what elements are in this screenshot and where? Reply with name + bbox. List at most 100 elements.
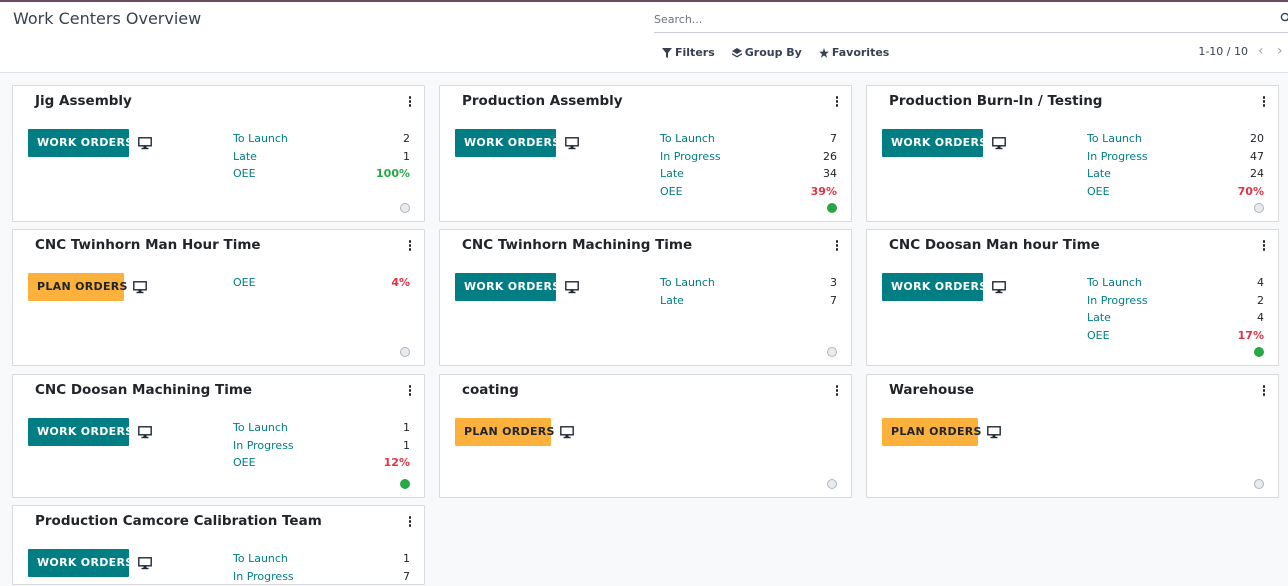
stat-label[interactable]: Late: [660, 293, 684, 311]
monitor-icon[interactable]: [133, 279, 147, 292]
monitor-icon[interactable]: [138, 135, 152, 148]
monitor-icon[interactable]: [138, 555, 152, 568]
kebab-menu-icon[interactable]: [408, 385, 412, 397]
workcenter-card[interactable]: CNC Doosan Machining Time WORK ORDERS To L…: [12, 374, 425, 498]
plan-orders-button[interactable]: PLAN ORDERS: [882, 418, 978, 446]
work-orders-button[interactable]: WORK ORDERS: [28, 549, 129, 577]
workcenter-card[interactable]: Production Assembly WORK ORDERS To Launch 7…: [439, 85, 852, 222]
kebab-menu-icon[interactable]: [1262, 96, 1266, 108]
work-orders-button[interactable]: WORK ORDERS: [28, 418, 129, 446]
card-title[interactable]: Production Camcore Calibration Team: [35, 513, 322, 529]
group-by-button[interactable]: Group By: [732, 46, 802, 59]
workcenter-card[interactable]: CNC Doosan Man hour Time WORK ORDERS To La…: [866, 229, 1279, 366]
monitor-icon[interactable]: [560, 424, 574, 437]
stat-label[interactable]: To Launch: [1087, 275, 1142, 293]
stat-label[interactable]: To Launch: [233, 420, 288, 438]
stat-row: To Launch 7: [660, 131, 837, 149]
pager-previous-button[interactable]: ‹: [1258, 43, 1264, 59]
kebab-menu-icon[interactable]: [835, 96, 839, 108]
card-title[interactable]: Warehouse: [889, 382, 974, 398]
stat-label[interactable]: OEE: [1087, 184, 1110, 202]
stat-value: 39%: [811, 184, 837, 202]
work-orders-button[interactable]: WORK ORDERS: [455, 273, 556, 301]
status-indicator[interactable]: [1254, 347, 1264, 357]
card-title[interactable]: coating: [462, 382, 519, 398]
monitor-icon[interactable]: [138, 424, 152, 437]
stat-label[interactable]: OEE: [233, 166, 256, 184]
card-title[interactable]: CNC Twinhorn Machining Time: [462, 237, 692, 253]
status-indicator[interactable]: [400, 347, 410, 357]
workcenter-card[interactable]: Warehouse PLAN ORDERS: [866, 374, 1279, 498]
card-title[interactable]: CNC Doosan Man hour Time: [889, 237, 1100, 253]
monitor-icon[interactable]: [565, 279, 579, 292]
filters-label: Filters: [675, 46, 715, 59]
workcenter-card[interactable]: CNC Twinhorn Machining Time WORK ORDERS To…: [439, 229, 852, 366]
stat-label[interactable]: In Progress: [1087, 149, 1148, 167]
pager-next-button[interactable]: ›: [1277, 43, 1283, 59]
status-indicator[interactable]: [400, 203, 410, 213]
kebab-menu-icon[interactable]: [408, 516, 412, 528]
kebab-menu-icon[interactable]: [408, 96, 412, 108]
work-orders-button[interactable]: WORK ORDERS: [455, 129, 556, 157]
kebab-menu-icon[interactable]: [835, 240, 839, 252]
kebab-menu-icon[interactable]: [1262, 385, 1266, 397]
stat-label[interactable]: OEE: [233, 455, 256, 473]
status-indicator[interactable]: [827, 347, 837, 357]
stat-row: OEE 17%: [1087, 328, 1264, 346]
status-indicator[interactable]: [1254, 479, 1264, 489]
work-orders-button[interactable]: WORK ORDERS: [882, 129, 983, 157]
stat-label[interactable]: Late: [1087, 166, 1111, 184]
stat-label[interactable]: To Launch: [1087, 131, 1142, 149]
workcenter-card[interactable]: coating PLAN ORDERS: [439, 374, 852, 498]
status-indicator[interactable]: [400, 479, 410, 489]
stat-label[interactable]: In Progress: [1087, 293, 1148, 311]
stat-label[interactable]: OEE: [1087, 328, 1110, 346]
stat-label[interactable]: Late: [660, 166, 684, 184]
monitor-icon[interactable]: [992, 279, 1006, 292]
stat-value: 17%: [1238, 328, 1264, 346]
monitor-icon[interactable]: [992, 135, 1006, 148]
stat-label[interactable]: To Launch: [660, 131, 715, 149]
stat-label[interactable]: Late: [1087, 310, 1111, 328]
stat-label[interactable]: To Launch: [233, 551, 288, 569]
kebab-menu-icon[interactable]: [1262, 240, 1266, 252]
stat-label[interactable]: To Launch: [233, 131, 288, 149]
group-by-label: Group By: [745, 46, 802, 59]
work-orders-button[interactable]: WORK ORDERS: [882, 273, 983, 301]
pager-value[interactable]: 1-10 / 10: [1198, 45, 1248, 58]
status-indicator[interactable]: [1254, 203, 1264, 213]
stat-value: 7: [830, 131, 837, 149]
stat-label[interactable]: Late: [233, 149, 257, 167]
stat-label[interactable]: In Progress: [233, 438, 294, 456]
status-indicator[interactable]: [827, 479, 837, 489]
kebab-menu-icon[interactable]: [835, 385, 839, 397]
monitor-icon[interactable]: [987, 424, 1001, 437]
status-indicator[interactable]: [827, 203, 837, 213]
workcenter-card[interactable]: CNC Twinhorn Man Hour Time PLAN ORDERS OEE…: [12, 229, 425, 366]
card-title[interactable]: Production Burn-In / Testing: [889, 93, 1102, 109]
search-icon[interactable]: [1280, 12, 1288, 24]
stat-label[interactable]: To Launch: [660, 275, 715, 293]
stat-label[interactable]: OEE: [233, 275, 256, 293]
filters-button[interactable]: Filters: [662, 46, 715, 59]
workcenter-card[interactable]: Production Burn-In / Testing WORK ORDERS T…: [866, 85, 1279, 222]
work-orders-button[interactable]: WORK ORDERS: [28, 129, 129, 157]
search-input[interactable]: [654, 9, 1254, 31]
stat-label[interactable]: OEE: [660, 184, 683, 202]
stat-label[interactable]: In Progress: [233, 569, 294, 586]
kebab-menu-icon[interactable]: [408, 240, 412, 252]
workcenter-card[interactable]: Production Camcore Calibration Team WORK …: [12, 505, 425, 585]
card-title[interactable]: CNC Twinhorn Man Hour Time: [35, 237, 261, 253]
card-title[interactable]: Jig Assembly: [35, 93, 132, 109]
card-title[interactable]: Production Assembly: [462, 93, 623, 109]
plan-orders-button[interactable]: PLAN ORDERS: [28, 273, 124, 301]
plan-orders-button[interactable]: PLAN ORDERS: [455, 418, 551, 446]
card-title[interactable]: CNC Doosan Machining Time: [35, 382, 252, 398]
stat-value: 34: [823, 166, 837, 184]
monitor-icon[interactable]: [565, 135, 579, 148]
favorites-button[interactable]: Favorites: [819, 46, 889, 59]
stat-label[interactable]: In Progress: [660, 149, 721, 167]
